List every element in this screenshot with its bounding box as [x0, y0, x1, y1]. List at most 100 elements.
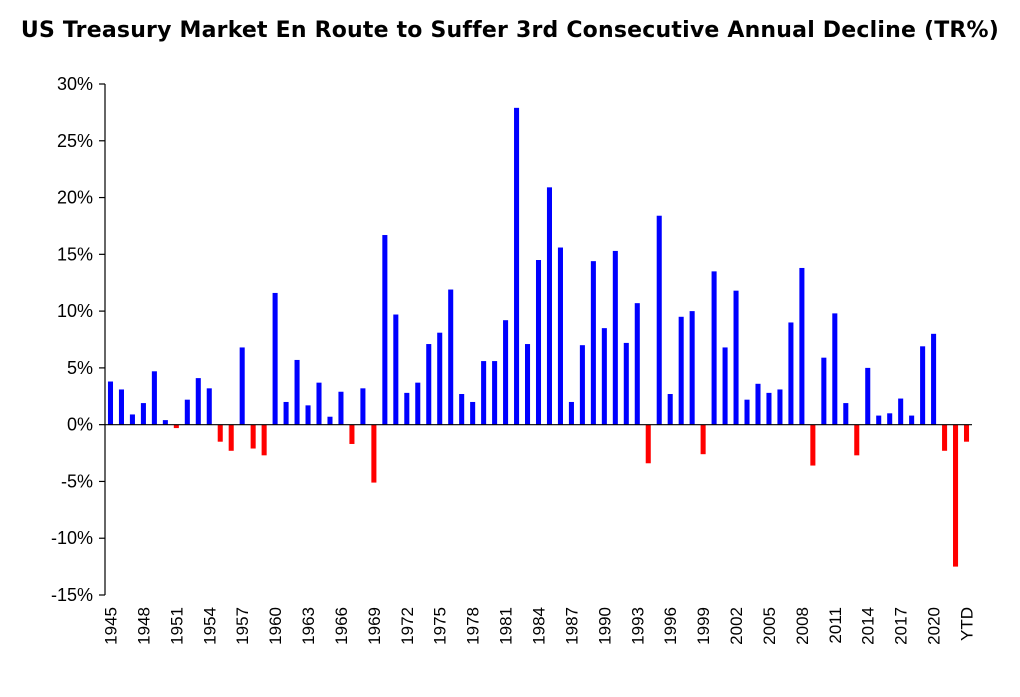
chart-title: US Treasury Market En Route to Suffer 3r… — [20, 18, 1000, 43]
bar-2022 — [953, 424, 959, 567]
bar-1975 — [437, 332, 443, 425]
bar-2015 — [876, 415, 882, 425]
bar-1976 — [448, 289, 454, 425]
bar-2010 — [821, 357, 827, 425]
bar-1951 — [173, 424, 179, 429]
x-tick-label: 1987 — [562, 607, 581, 645]
bar-1988 — [579, 345, 585, 425]
bar-1967 — [349, 424, 355, 444]
bar-2017 — [898, 398, 904, 425]
bar-2006 — [777, 389, 783, 425]
x-tick-label: 2017 — [892, 607, 911, 645]
x-tick-label: 1960 — [266, 607, 285, 645]
bar-1979 — [481, 361, 487, 425]
bar-1972 — [404, 392, 410, 425]
bar-2002 — [733, 290, 739, 425]
bar-1957 — [239, 347, 245, 425]
x-tick-label: 1990 — [595, 607, 614, 645]
bar-2008 — [799, 267, 805, 425]
x-tick-label: 2008 — [793, 607, 812, 645]
x-tick-label: 1966 — [332, 607, 351, 645]
y-tick-label: -5% — [61, 471, 93, 491]
bar-2019 — [920, 346, 926, 425]
bar-1998 — [689, 311, 695, 425]
bar-1978 — [470, 401, 476, 425]
x-tick-labels: 1945 1948 1951 1954 1957 1960 1963 1966 1969 1972… — [101, 607, 976, 645]
x-tick-label: 2011 — [826, 607, 845, 644]
bar-1993 — [634, 303, 640, 425]
y-tick-label: 15% — [57, 244, 93, 264]
bar-1995 — [656, 215, 662, 425]
y-tick-label: -15% — [51, 585, 93, 605]
x-tick-label: 1975 — [431, 607, 450, 645]
x-tick-label: 1981 — [497, 607, 516, 645]
x-tick-label: 1972 — [398, 607, 417, 645]
x-tick-label: 2020 — [925, 607, 944, 645]
bar-2011 — [832, 313, 838, 425]
x-tick-label: YTD — [958, 607, 977, 641]
bar-1996 — [667, 394, 673, 425]
bar-2018 — [909, 415, 915, 425]
x-tick-label: 1954 — [200, 607, 219, 645]
bar-2020 — [931, 333, 937, 425]
x-tick-label: 2014 — [859, 607, 878, 645]
bar-1963 — [305, 405, 311, 425]
bar-2007 — [788, 322, 794, 425]
bar-1973 — [415, 382, 421, 425]
bar-1981 — [503, 320, 509, 425]
bar-1966 — [338, 391, 344, 425]
x-tick-label: 2002 — [727, 607, 746, 645]
bar-1960 — [272, 292, 278, 425]
bar-2021 — [942, 424, 948, 451]
bar-1990 — [601, 328, 607, 425]
x-tick-label: 1999 — [694, 607, 713, 645]
bar-1969 — [371, 424, 377, 483]
bar-2013 — [854, 424, 860, 456]
bar-1947 — [129, 414, 135, 425]
y-tick-label: 20% — [57, 188, 93, 208]
bar-2000 — [711, 271, 717, 425]
x-tick-label: 1963 — [299, 607, 318, 645]
bar-1954 — [206, 388, 212, 425]
bar-1959 — [261, 424, 267, 456]
bar-2001 — [722, 347, 728, 425]
x-tick-label: 2005 — [760, 607, 779, 645]
bars — [107, 107, 970, 567]
bar-1953 — [195, 378, 201, 425]
bar-2014 — [865, 367, 871, 425]
bar-1997 — [678, 316, 684, 425]
bar-1946 — [118, 389, 124, 425]
bar-1945 — [107, 381, 114, 425]
bar-1987 — [568, 401, 574, 425]
x-tick-label: 1969 — [365, 607, 384, 645]
bar-1952 — [184, 399, 190, 425]
bar-1986 — [557, 247, 563, 425]
bar-2005 — [766, 392, 772, 425]
bar-1970 — [382, 235, 388, 425]
bar-1964 — [316, 382, 322, 425]
x-tick-label: 1978 — [464, 607, 483, 645]
bar-2003 — [744, 399, 750, 425]
bar-1994 — [645, 424, 651, 464]
bar-1982 — [514, 107, 520, 425]
bar-1968 — [360, 388, 366, 425]
y-tick-label: 5% — [67, 358, 93, 378]
bar-1949 — [151, 371, 157, 425]
y-tick-label: 10% — [57, 301, 93, 321]
y-tick-label: 0% — [67, 415, 93, 435]
x-tick-label: 1945 — [101, 607, 120, 645]
bar-1999 — [700, 424, 706, 455]
bar-1965 — [327, 416, 333, 425]
bar-1955 — [217, 424, 223, 442]
bar-1989 — [590, 261, 596, 425]
y-tick-label: -10% — [51, 528, 93, 548]
x-tick-label: 1948 — [134, 607, 153, 645]
bar-1984 — [535, 260, 542, 425]
bar-1958 — [250, 424, 256, 449]
bar-1985 — [546, 187, 552, 425]
bar-1977 — [459, 394, 465, 425]
bar-1983 — [525, 344, 531, 425]
bar-2016 — [887, 413, 893, 425]
bar-1971 — [393, 314, 399, 425]
